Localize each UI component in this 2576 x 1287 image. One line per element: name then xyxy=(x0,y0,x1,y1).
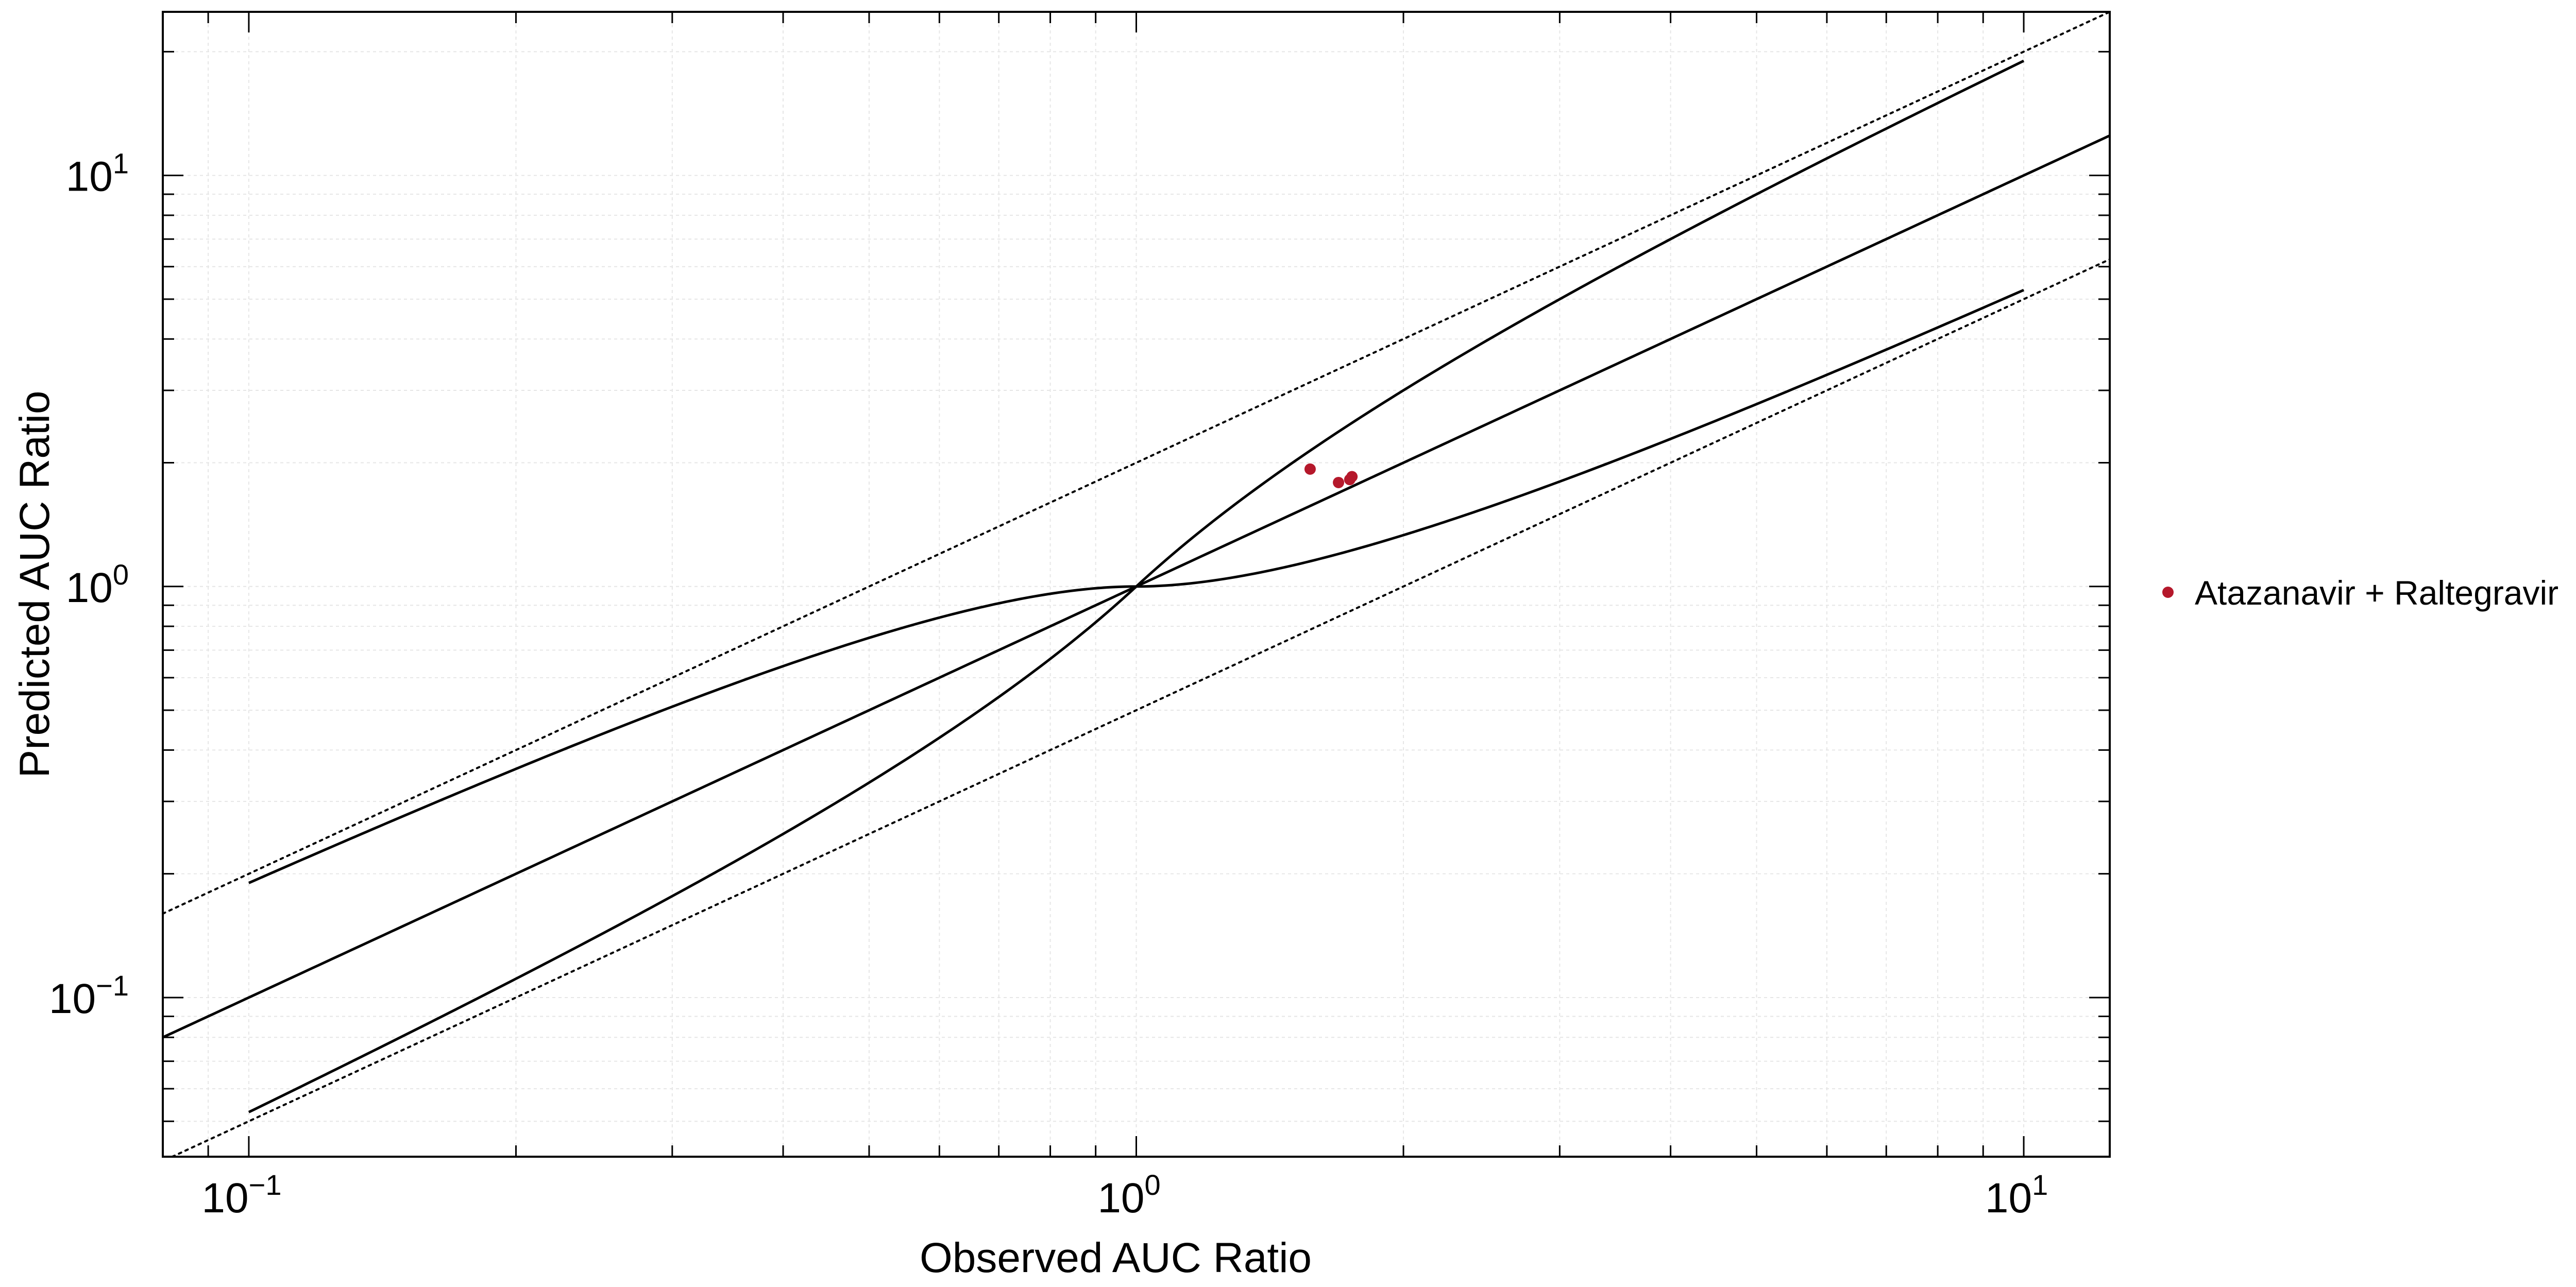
legend: Atazanavir + Raltegravir xyxy=(2162,574,2558,612)
data-point xyxy=(1346,471,1358,483)
legend-marker xyxy=(2162,587,2174,598)
x-tick-label: 100 xyxy=(1097,1169,1160,1222)
y-tick-label: 100 xyxy=(66,558,129,611)
legend-label: Atazanavir + Raltegravir xyxy=(2195,574,2558,612)
reference-lines xyxy=(162,11,2111,1158)
reference-line-twofold-lower xyxy=(171,258,2111,1158)
reference-line-guest-lower xyxy=(248,288,2025,1113)
y-axis-title: Predicted AUC Ratio xyxy=(11,390,58,778)
data-points xyxy=(1304,463,1358,488)
y-tick-label: 10−1 xyxy=(49,969,129,1022)
data-point xyxy=(1304,463,1316,475)
x-axis-title: Observed AUC Ratio xyxy=(920,1234,1312,1281)
grid xyxy=(163,12,2110,1157)
data-point xyxy=(1333,476,1345,488)
x-tick-label: 101 xyxy=(1985,1169,2048,1222)
axis-ticks xyxy=(163,12,2110,1157)
tick-labels: 10−1 100 101 10−1 100 101 xyxy=(49,147,2048,1222)
reference-line-twofold-upper xyxy=(162,11,2111,915)
x-tick-label: 10−1 xyxy=(201,1169,281,1222)
y-tick-label: 101 xyxy=(66,147,129,200)
